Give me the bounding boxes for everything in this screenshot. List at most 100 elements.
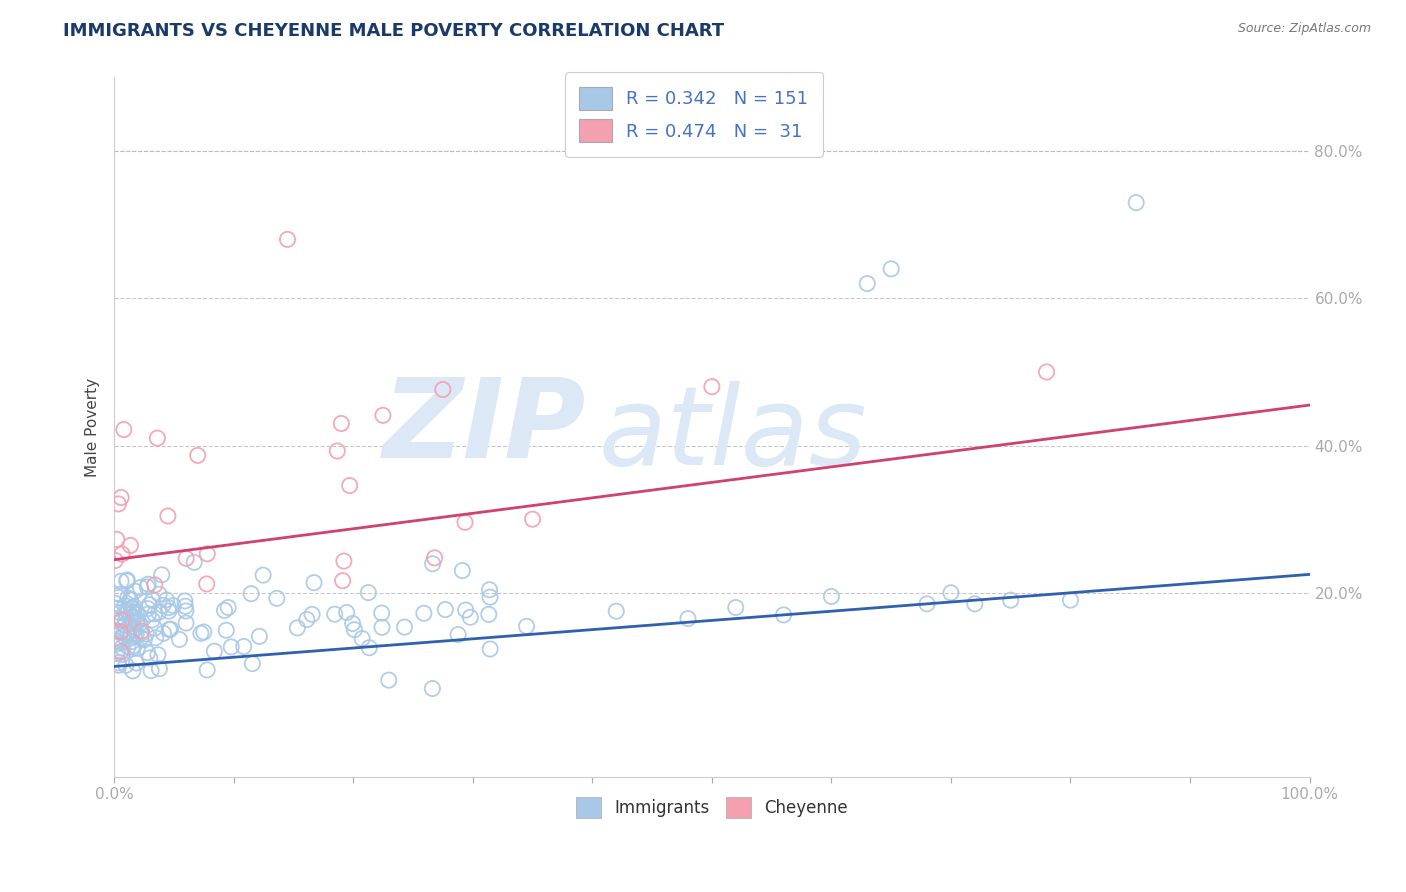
Point <box>516 619 538 633</box>
Point <box>111 648 134 662</box>
Point <box>432 383 454 397</box>
Point <box>143 621 166 635</box>
Point <box>939 586 962 600</box>
Point <box>105 624 128 638</box>
Legend: Immigrants, Cheyenne: Immigrants, Cheyenne <box>569 791 855 824</box>
Point <box>371 620 394 634</box>
Text: IMMIGRANTS VS CHEYENNE MALE POVERTY CORRELATION CHART: IMMIGRANTS VS CHEYENNE MALE POVERTY CORR… <box>63 22 724 40</box>
Point <box>107 656 129 670</box>
Point <box>110 636 132 650</box>
Point <box>108 606 131 620</box>
Point <box>174 604 197 618</box>
Point <box>479 642 502 657</box>
Point <box>169 632 191 647</box>
Point <box>880 261 903 276</box>
Point <box>150 567 173 582</box>
Point <box>856 277 879 291</box>
Point <box>125 656 148 670</box>
Point <box>232 640 254 654</box>
Point <box>148 587 170 601</box>
Point <box>820 590 842 604</box>
Point <box>522 512 544 526</box>
Point <box>339 478 361 492</box>
Point <box>357 585 380 599</box>
Point <box>120 593 142 607</box>
Point <box>121 634 143 648</box>
Point <box>174 594 197 608</box>
Point <box>110 645 132 659</box>
Point <box>700 379 723 393</box>
Point <box>135 627 157 641</box>
Point <box>215 624 238 638</box>
Point <box>125 627 148 641</box>
Point <box>146 648 169 662</box>
Point <box>121 641 143 656</box>
Point <box>125 605 148 619</box>
Point <box>111 547 134 561</box>
Point <box>343 623 366 637</box>
Point <box>139 651 162 665</box>
Point <box>129 631 152 645</box>
Point <box>157 604 180 618</box>
Point <box>104 637 127 651</box>
Text: atlas: atlas <box>599 381 868 488</box>
Point <box>302 575 325 590</box>
Point <box>145 631 167 645</box>
Point <box>138 598 160 612</box>
Point <box>454 516 477 530</box>
Point <box>112 423 135 437</box>
Y-axis label: Male Poverty: Male Poverty <box>86 377 100 476</box>
Point <box>478 582 501 597</box>
Point <box>326 444 349 458</box>
Point <box>1125 195 1147 210</box>
Point <box>352 632 374 646</box>
Point <box>136 646 159 660</box>
Point <box>422 681 444 696</box>
Point <box>370 606 392 620</box>
Point <box>114 617 136 632</box>
Point <box>162 599 184 613</box>
Point <box>141 613 163 627</box>
Point <box>115 658 138 673</box>
Point <box>108 587 131 601</box>
Point <box>454 603 477 617</box>
Point <box>121 606 143 620</box>
Point <box>120 601 142 615</box>
Point <box>120 620 142 634</box>
Point <box>111 613 134 627</box>
Point <box>434 602 457 616</box>
Point <box>112 629 135 643</box>
Point <box>121 619 143 633</box>
Text: Source: ZipAtlas.com: Source: ZipAtlas.com <box>1237 22 1371 36</box>
Point <box>193 625 215 640</box>
Point <box>330 417 353 431</box>
Point <box>120 632 142 646</box>
Point <box>676 611 699 625</box>
Point <box>1059 593 1081 607</box>
Point <box>249 629 271 643</box>
Point <box>152 599 174 613</box>
Point <box>155 593 177 607</box>
Point <box>127 607 149 622</box>
Point <box>240 657 263 671</box>
Point <box>724 600 747 615</box>
Point <box>125 615 148 629</box>
Point <box>157 623 180 637</box>
Point <box>136 577 159 591</box>
Point <box>112 626 135 640</box>
Point <box>121 664 143 678</box>
Point <box>139 664 162 678</box>
Point <box>423 550 446 565</box>
Point <box>295 613 318 627</box>
Point <box>110 624 132 639</box>
Point <box>174 615 197 630</box>
Point <box>115 573 138 587</box>
Point <box>105 647 128 661</box>
Point <box>117 591 139 605</box>
Point <box>963 597 986 611</box>
Point <box>138 607 160 621</box>
Point <box>117 604 139 618</box>
Point <box>190 626 212 640</box>
Point <box>122 599 145 614</box>
Point <box>252 568 274 582</box>
